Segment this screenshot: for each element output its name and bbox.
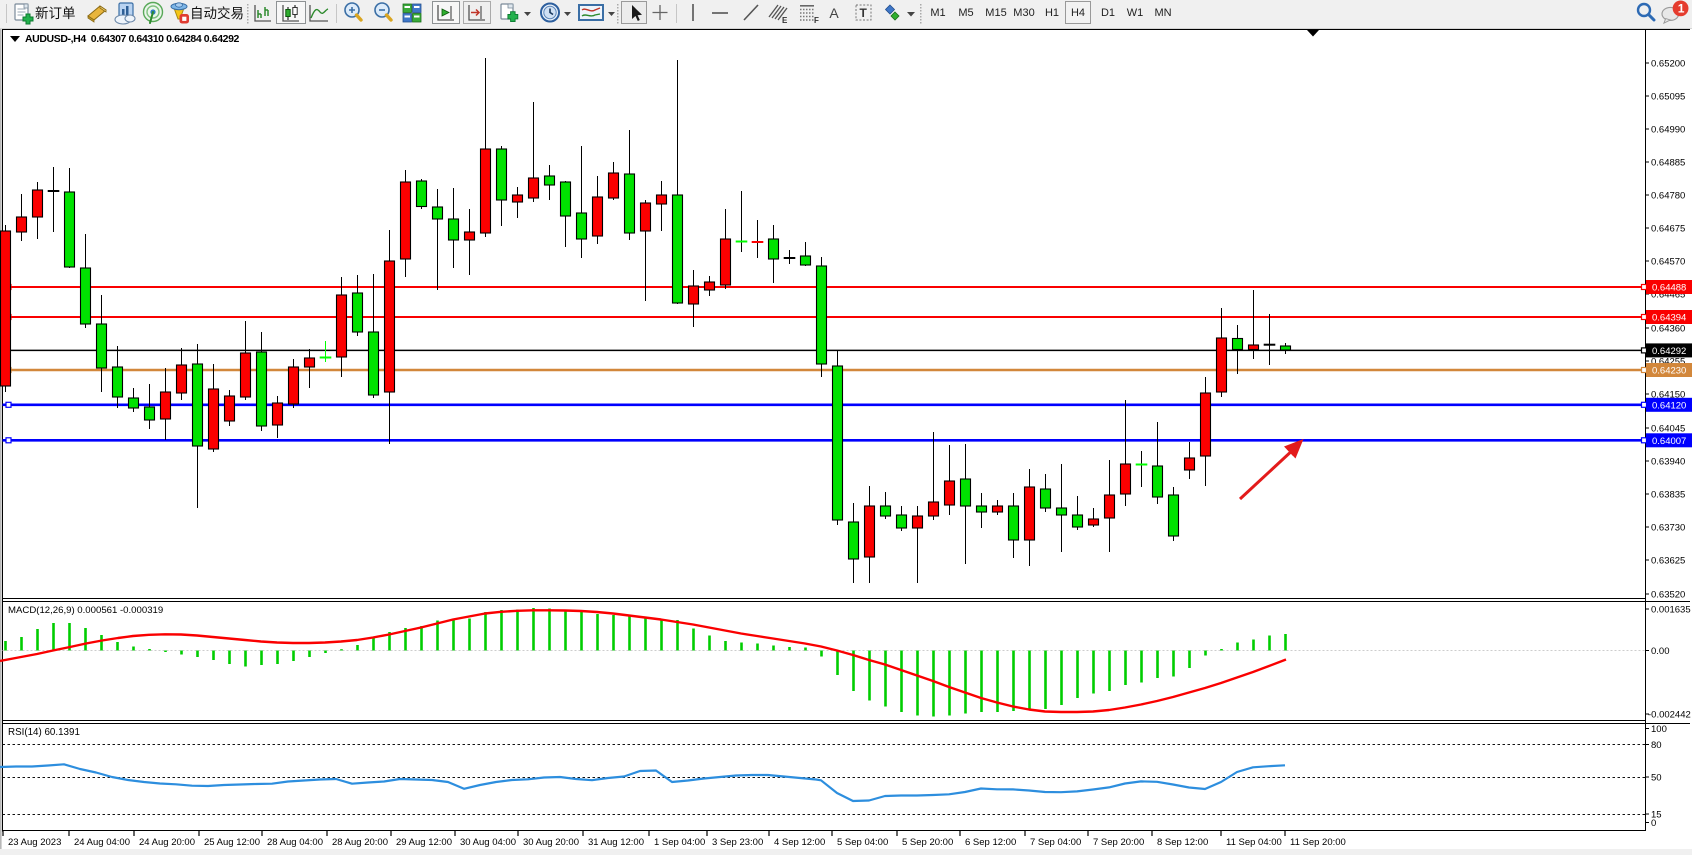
svg-text:0.64675: 0.64675 (1651, 224, 1685, 235)
svg-text:0.64292: 0.64292 (1652, 346, 1686, 357)
svg-text:E: E (782, 16, 788, 25)
svg-text:24 Aug 04:00: 24 Aug 04:00 (74, 837, 130, 848)
svg-text:0.64120: 0.64120 (1652, 400, 1686, 411)
svg-text:0.64230: 0.64230 (1652, 366, 1686, 377)
svg-text:7 Sep 04:00: 7 Sep 04:00 (1030, 837, 1081, 848)
svg-text:0.65095: 0.65095 (1651, 92, 1685, 103)
svg-text:-0.002442: -0.002442 (1648, 710, 1691, 721)
svg-text:0.64570: 0.64570 (1651, 257, 1685, 268)
svg-text:25 Aug 12:00: 25 Aug 12:00 (204, 837, 260, 848)
svg-text:28 Aug 20:00: 28 Aug 20:00 (332, 837, 388, 848)
svg-text:RSI(14) 60.1391: RSI(14) 60.1391 (8, 727, 80, 738)
svg-text:7 Sep 20:00: 7 Sep 20:00 (1093, 837, 1144, 848)
svg-text:31 Aug 12:00: 31 Aug 12:00 (588, 837, 644, 848)
svg-text:100: 100 (1651, 724, 1667, 735)
svg-text:0.64488: 0.64488 (1652, 283, 1686, 294)
svg-text:6 Sep 12:00: 6 Sep 12:00 (965, 837, 1016, 848)
svg-text:5 Sep 20:00: 5 Sep 20:00 (902, 837, 953, 848)
svg-text:3 Sep 23:00: 3 Sep 23:00 (712, 837, 763, 848)
svg-text:5 Sep 04:00: 5 Sep 04:00 (837, 837, 888, 848)
svg-text:80: 80 (1651, 740, 1662, 751)
svg-text:4 Sep 12:00: 4 Sep 12:00 (774, 837, 825, 848)
svg-text:28 Aug 04:00: 28 Aug 04:00 (267, 837, 323, 848)
svg-text:0.64990: 0.64990 (1651, 125, 1685, 136)
svg-text:0.64255: 0.64255 (1651, 357, 1685, 368)
svg-text:0.63940: 0.63940 (1651, 457, 1685, 468)
svg-text:24 Aug 20:00: 24 Aug 20:00 (139, 837, 195, 848)
svg-text:0.64360: 0.64360 (1651, 324, 1685, 335)
svg-text:15: 15 (1651, 810, 1662, 821)
svg-text:1 Sep 04:00: 1 Sep 04:00 (654, 837, 705, 848)
svg-text:0.63730: 0.63730 (1651, 523, 1685, 534)
svg-text:0.001635: 0.001635 (1651, 605, 1691, 616)
svg-text:F: F (814, 16, 819, 25)
svg-text:0.64780: 0.64780 (1651, 191, 1685, 202)
svg-text:0: 0 (1651, 818, 1656, 829)
svg-text:0.00: 0.00 (1651, 646, 1670, 657)
svg-text:0.64007: 0.64007 (1652, 436, 1686, 447)
svg-text:MACD(12,26,9) 0.000561 -0.0003: MACD(12,26,9) 0.000561 -0.000319 (8, 605, 163, 616)
svg-text:30 Aug 04:00: 30 Aug 04:00 (460, 837, 516, 848)
svg-text:1: 1 (1678, 2, 1685, 16)
svg-text:0.64045: 0.64045 (1651, 424, 1685, 435)
svg-text:11 Sep 04:00: 11 Sep 04:00 (1226, 837, 1282, 848)
svg-text:0.63520: 0.63520 (1651, 590, 1685, 601)
svg-text:0.64150: 0.64150 (1651, 390, 1685, 401)
svg-text:0.64885: 0.64885 (1651, 158, 1685, 169)
svg-text:11 Sep 20:00: 11 Sep 20:00 (1290, 837, 1346, 848)
svg-text:0.63835: 0.63835 (1651, 490, 1685, 501)
svg-text:50: 50 (1651, 773, 1662, 784)
svg-text:23 Aug 2023: 23 Aug 2023 (8, 837, 61, 848)
svg-text:0.63625: 0.63625 (1651, 556, 1685, 567)
svg-text:8 Sep 12:00: 8 Sep 12:00 (1157, 837, 1208, 848)
svg-text:0.65200: 0.65200 (1651, 59, 1685, 70)
svg-text:0.64465: 0.64465 (1651, 290, 1685, 301)
svg-text:AUDUSD-,H4 0.64307 0.64310 0.: AUDUSD-,H4 0.64307 0.64310 0.64284 0.642… (25, 33, 240, 45)
svg-text:29 Aug 12:00: 29 Aug 12:00 (396, 837, 452, 848)
svg-text:30 Aug 20:00: 30 Aug 20:00 (523, 837, 579, 848)
svg-text:T: T (860, 6, 868, 20)
svg-text:0.64394: 0.64394 (1652, 313, 1686, 324)
